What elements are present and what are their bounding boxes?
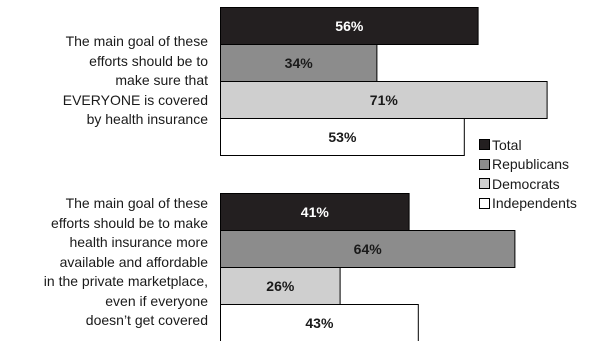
legend-label: Total [492,136,522,153]
category-label-line: make sure that [115,72,208,88]
category-label-line: health insurance more [69,234,208,250]
legend-item-republicans: Republicans [479,155,577,175]
data-label-total-2: 41% [301,204,330,220]
category-label-line: by health insurance [86,111,208,127]
data-label-total-1: 56% [335,18,364,34]
legend-swatch [479,139,490,151]
bar-democrats-2 [220,267,341,305]
bar-republicans-1 [220,44,378,82]
category-label-private-marketplace: The main goal of these efforts should be… [44,194,208,331]
data-label-democrats-2: 26% [266,278,295,294]
category-label-line: even if everyone [105,292,208,309]
bar-independents-1 [220,118,465,156]
category-label-line: in the private marketplace, [43,273,208,289]
legend-swatch [479,197,490,209]
category-label-everyone-covered: The main goal of these efforts should be… [63,32,208,130]
data-label-independents-1: 53% [328,129,357,145]
bar-republicans-2 [220,230,516,268]
data-label-democrats-1: 71% [370,92,399,108]
category-label-line: doesn’t get covered [85,312,208,328]
legend-swatch [479,158,490,170]
legend-label: Independents [492,195,577,212]
category-label-line: efforts should be to [89,52,208,69]
bar-total-1 [220,7,479,45]
legend-item-independents: Independents [479,194,577,214]
legend: Total Republicans Democrats Independents [479,135,577,213]
category-label-line: EVERYONE is covered [62,91,208,108]
legend-label: Democrats [492,175,560,192]
data-label-republicans-2: 64% [354,241,383,257]
legend-item-total: Total [479,135,577,155]
bar-democrats-1 [220,81,548,119]
category-label-line: available and affordable [59,253,208,270]
legend-swatch [479,178,490,190]
bar-independents-2 [220,304,419,341]
data-label-independents-2: 43% [305,315,334,331]
legend-label: Republicans [492,156,570,173]
category-label-line: The main goal of these [65,33,208,49]
legend-item-democrats: Democrats [479,174,577,194]
data-label-republicans-1: 34% [285,55,314,71]
category-label-line: efforts should be to make [51,214,208,231]
category-label-line: The main goal of these [65,195,208,211]
